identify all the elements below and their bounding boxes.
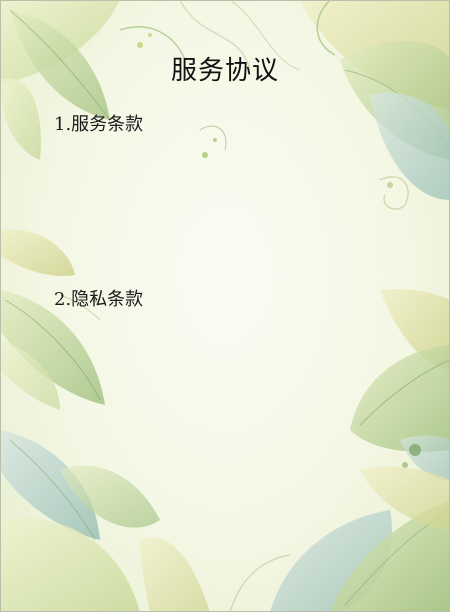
section-heading-service-terms: 1.服务条款 bbox=[54, 114, 144, 135]
page-title: 服务协议 bbox=[170, 56, 279, 86]
section-heading-privacy-terms: 2.隐私条款 bbox=[54, 289, 144, 310]
